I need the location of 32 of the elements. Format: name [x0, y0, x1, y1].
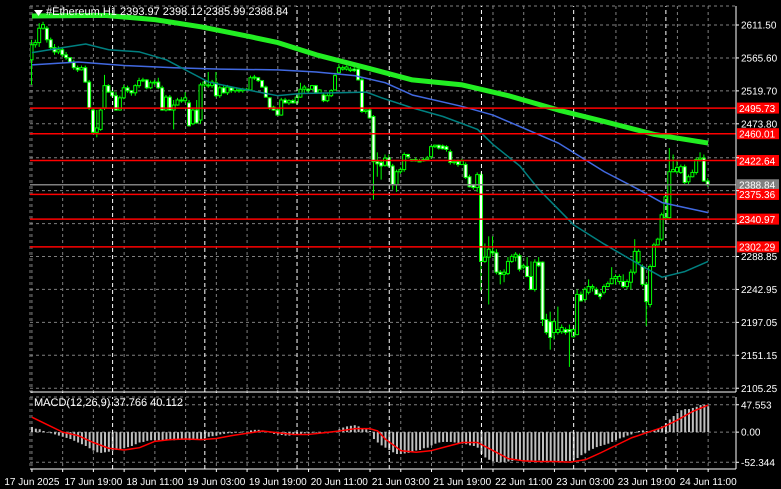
ref-line-label: 2375.36: [739, 190, 776, 202]
x-tick-label: 23 Jun 03:00: [556, 477, 615, 488]
ref-line-label: 2422.64: [739, 156, 776, 168]
x-tick-label: 17 Jun 2025: [4, 477, 60, 488]
x-tick-label: 22 Jun 11:00: [495, 477, 553, 488]
y-tick-label: 2197.05: [741, 318, 778, 329]
y-tick-label: 0.00: [741, 428, 761, 439]
x-tick-label: 21 Jun 19:00: [433, 477, 492, 488]
ref-line-label: 2460.01: [739, 130, 776, 141]
y-tick-label: 2611.50: [741, 20, 777, 32]
x-tick-label: 19 Jun 19:00: [248, 477, 308, 488]
y-tick-label: -52.344: [741, 458, 776, 469]
y-tick-label: 2473.80: [741, 119, 778, 130]
ref-line-label: 2302.29: [739, 242, 776, 254]
y-tick-label: 2105.25: [741, 384, 778, 395]
ref-line-label: 2340.97: [739, 214, 776, 226]
y-tick-label: 47.553: [741, 400, 772, 412]
x-tick-label: 18 Jun 11:00: [126, 477, 184, 488]
chart-title: MACD(12,26,9) 37.766 40.112: [34, 397, 183, 409]
y-tick-label: 2565.60: [741, 53, 778, 64]
x-tick-label: 23 Jun 19:00: [618, 477, 676, 488]
x-tick-label: 24 Jun 11:00: [680, 477, 738, 488]
ref-line-label: 2495.73: [739, 104, 776, 115]
ref-line-label: 2388.84: [739, 180, 776, 192]
x-tick-label: 19 Jun 03:00: [187, 477, 246, 488]
y-tick-label: 2519.70: [741, 86, 778, 98]
y-tick-label: 2288.85: [741, 252, 778, 264]
x-tick-label: 20 Jun 11:00: [310, 477, 368, 488]
x-tick-label: 17 Jun 19:00: [64, 477, 123, 488]
x-tick-label: 21 Jun 03:00: [372, 477, 430, 488]
y-tick-label: 2242.95: [741, 284, 778, 296]
y-tick-label: 2151.15: [741, 350, 778, 362]
